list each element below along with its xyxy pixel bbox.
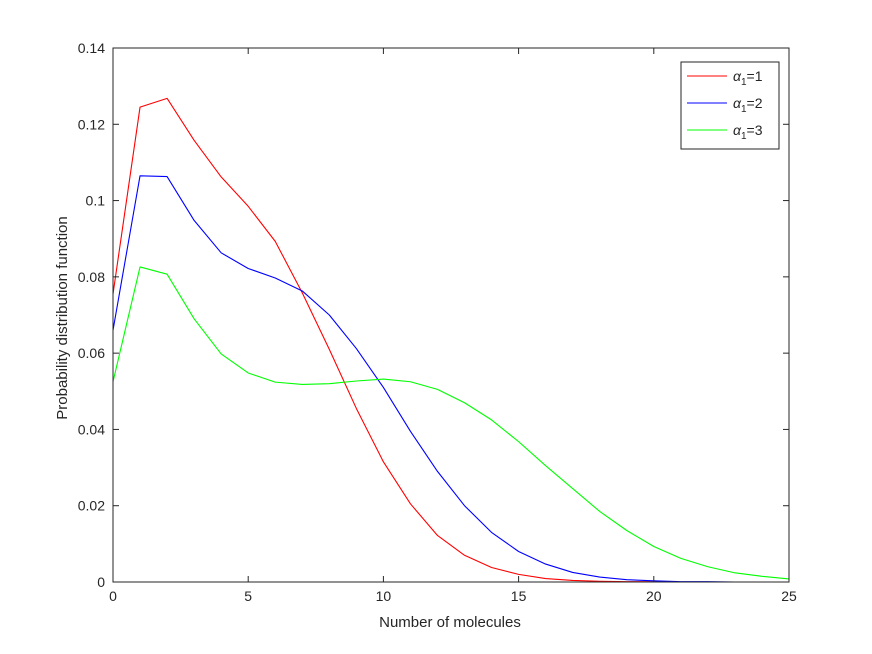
y-tick-label: 0.14 xyxy=(78,40,105,56)
legend-label-2: α1=2 xyxy=(733,95,763,115)
plot-area xyxy=(113,48,789,582)
y-tick-label: 0.08 xyxy=(78,269,105,285)
legend: α1=1α1=2α1=3 xyxy=(680,61,780,150)
legend-symbol: α xyxy=(733,68,742,84)
y-tick-label: 0.04 xyxy=(78,421,105,437)
axes-background xyxy=(113,48,789,582)
x-axis-label: Number of molecules xyxy=(379,614,521,631)
y-axis-label: Probability distribution function xyxy=(54,216,71,419)
legend-subscript: 1 xyxy=(741,131,747,142)
legend-suffix: =2 xyxy=(747,95,763,111)
legend-subscript: 1 xyxy=(741,77,747,88)
legend-box xyxy=(680,61,780,150)
axes-frame xyxy=(112,47,790,583)
legend-label-3: α1=3 xyxy=(733,122,763,142)
legend-label-1: α1=1 xyxy=(733,68,763,88)
series-line-2 xyxy=(112,175,789,583)
y-tick-label: 0.1 xyxy=(86,193,106,209)
y-tick-label: 0.02 xyxy=(78,498,105,514)
axes-layer: 0 5 10 15 20 25 0 0.02 0.04 0.06 0.08 0.1 0.12 0.14 xyxy=(78,40,797,604)
x-tick-label: 0 xyxy=(109,588,117,604)
legend-suffix: =3 xyxy=(747,122,763,138)
series-line-3 xyxy=(112,266,790,580)
y-tick-label: 0.06 xyxy=(78,345,105,361)
y-tick-label: 0.12 xyxy=(78,116,105,132)
x-tick-label: 5 xyxy=(244,588,252,604)
x-tick-label: 20 xyxy=(646,588,662,604)
legend-suffix: =1 xyxy=(747,68,763,84)
x-tick-label: 15 xyxy=(511,588,527,604)
x-tick-label: 25 xyxy=(781,588,797,604)
x-tick-label: 10 xyxy=(376,588,392,604)
legend-subscript: 1 xyxy=(741,104,747,115)
legend-symbol: α xyxy=(733,122,742,138)
y-tick-label: 0 xyxy=(97,574,105,590)
legend-symbol: α xyxy=(733,95,742,111)
